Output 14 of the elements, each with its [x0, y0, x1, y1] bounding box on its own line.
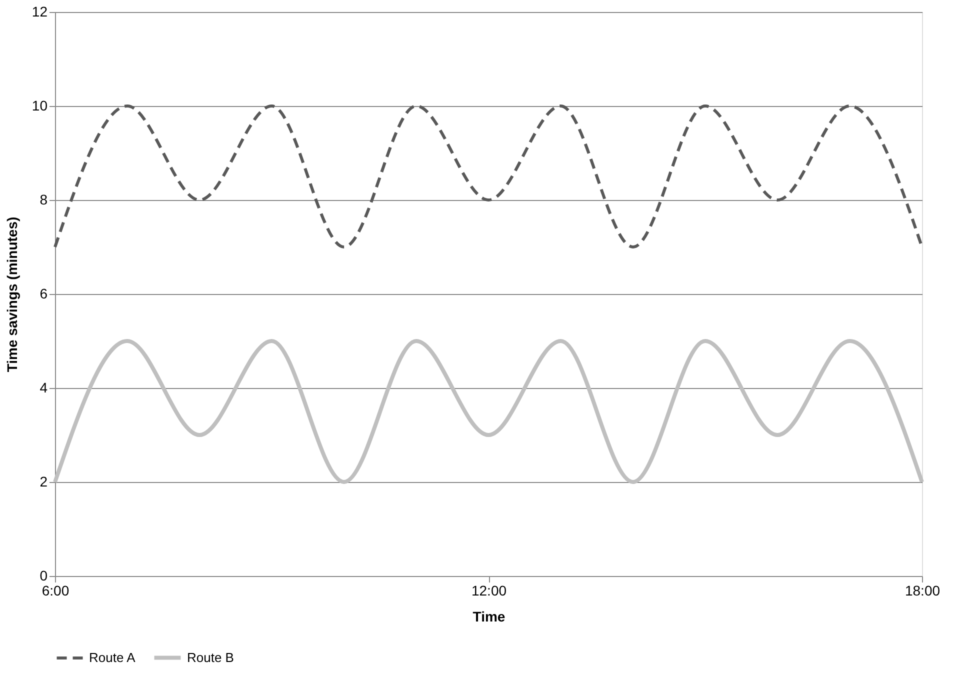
y-tick-label: 8 — [40, 192, 48, 208]
y-tick-label: 6 — [40, 286, 48, 302]
legend-label: Route A — [89, 650, 136, 665]
y-tick-label: 0 — [40, 568, 48, 584]
x-axis-title: Time — [472, 608, 506, 624]
legend-label: Route B — [187, 650, 234, 665]
y-tick-label: 10 — [32, 98, 48, 114]
x-tick-label: 6:00 — [42, 582, 70, 598]
y-axis-title: Time savings (minutes) — [4, 216, 20, 372]
x-tick-label: 12:00 — [471, 582, 507, 598]
y-tick-label: 2 — [40, 474, 48, 490]
y-tick-label: 4 — [40, 380, 48, 396]
y-tick-label: 12 — [32, 4, 48, 20]
x-tick-label: 18:00 — [904, 582, 940, 598]
